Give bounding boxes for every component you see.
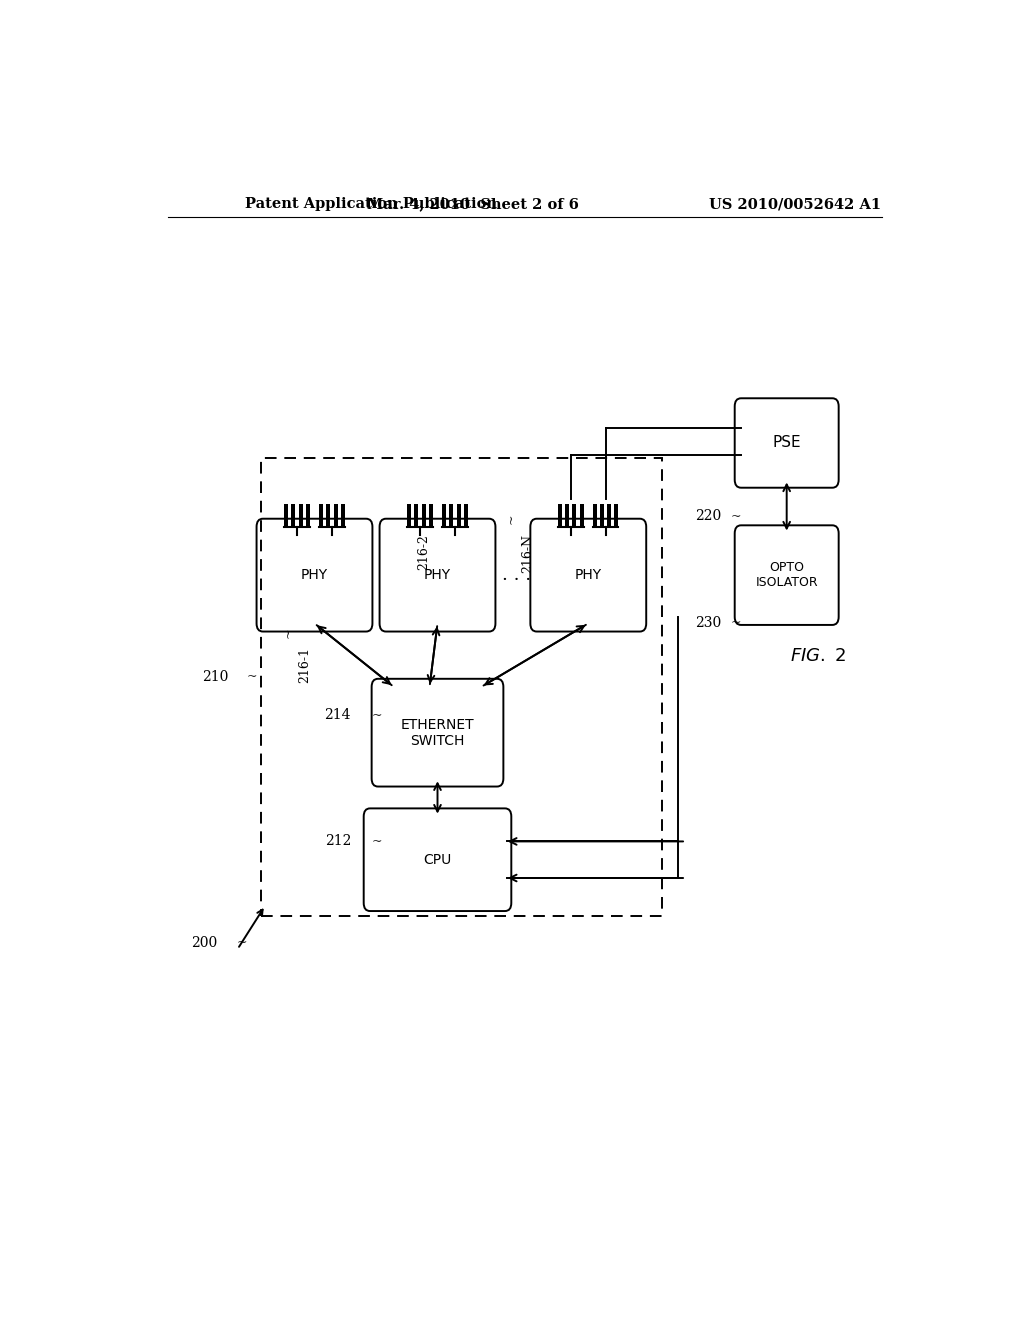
Text: 230: 230 <box>695 616 722 630</box>
Bar <box>261 458 663 916</box>
Text: 216-2: 216-2 <box>418 535 431 570</box>
Text: ~: ~ <box>505 513 518 524</box>
Text: CPU: CPU <box>423 853 452 867</box>
Text: Mar. 4, 2010  Sheet 2 of 6: Mar. 4, 2010 Sheet 2 of 6 <box>368 197 580 211</box>
Text: ~: ~ <box>401 513 415 524</box>
Text: . . .: . . . <box>503 566 531 585</box>
Text: 216-N: 216-N <box>521 535 534 573</box>
FancyBboxPatch shape <box>364 808 511 911</box>
Text: OPTO
ISOLATOR: OPTO ISOLATOR <box>756 561 818 589</box>
Bar <box>334 504 338 527</box>
FancyBboxPatch shape <box>734 525 839 624</box>
Text: ~: ~ <box>731 510 741 523</box>
Bar <box>464 504 468 527</box>
Bar <box>285 504 289 527</box>
Bar <box>600 504 604 527</box>
Bar <box>429 504 433 527</box>
Bar <box>408 504 412 527</box>
Text: 216-1: 216-1 <box>298 647 311 684</box>
Text: ~: ~ <box>247 671 257 684</box>
FancyBboxPatch shape <box>530 519 646 631</box>
Text: US 2010/0052642 A1: US 2010/0052642 A1 <box>709 197 881 211</box>
FancyBboxPatch shape <box>380 519 496 631</box>
Text: PHY: PHY <box>574 568 602 582</box>
Bar <box>572 504 577 527</box>
Bar <box>607 504 611 527</box>
Bar <box>341 504 345 527</box>
FancyBboxPatch shape <box>734 399 839 487</box>
Bar <box>558 504 562 527</box>
Text: PSE: PSE <box>772 436 801 450</box>
Bar <box>593 504 597 527</box>
FancyBboxPatch shape <box>257 519 373 631</box>
Bar <box>327 504 331 527</box>
Text: ~: ~ <box>371 709 382 722</box>
Text: Patent Application Publication: Patent Application Publication <box>246 197 498 211</box>
Bar <box>306 504 309 527</box>
Bar <box>415 504 419 527</box>
Text: 212: 212 <box>325 834 351 849</box>
Text: ~: ~ <box>371 836 382 847</box>
Text: PHY: PHY <box>424 568 451 582</box>
Text: ETHERNET
SWITCH: ETHERNET SWITCH <box>400 718 474 747</box>
Bar <box>292 504 296 527</box>
Bar <box>565 504 569 527</box>
Text: ~: ~ <box>282 628 295 639</box>
Bar <box>580 504 584 527</box>
Text: ~: ~ <box>731 616 741 630</box>
Bar <box>457 504 461 527</box>
Bar <box>319 504 324 527</box>
Text: 220: 220 <box>695 510 722 523</box>
Bar <box>299 504 303 527</box>
Text: 200: 200 <box>191 936 218 950</box>
Text: ~: ~ <box>237 937 248 949</box>
Text: 214: 214 <box>325 709 351 722</box>
Text: $\mathit{FIG.\ 2}$: $\mathit{FIG.\ 2}$ <box>791 647 847 665</box>
Text: PHY: PHY <box>301 568 328 582</box>
Text: 210: 210 <box>202 669 228 684</box>
Bar <box>450 504 454 527</box>
Bar <box>614 504 618 527</box>
Bar <box>422 504 426 527</box>
FancyBboxPatch shape <box>372 678 504 787</box>
Bar <box>442 504 446 527</box>
